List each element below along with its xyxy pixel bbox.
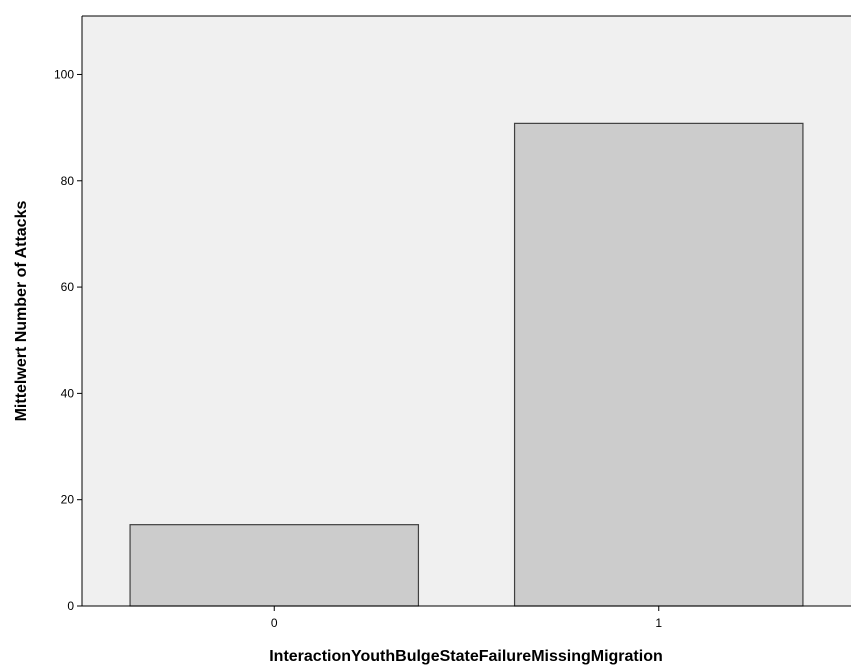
y-tick-label-60: 60 — [61, 280, 75, 294]
bar-0 — [129, 524, 420, 607]
y-tick-label-100: 100 — [54, 67, 74, 81]
y-tick-label-0: 0 — [67, 599, 74, 613]
y-axis-title: Mittelwert Number of Attacks — [13, 201, 30, 422]
y-tick-label-40: 40 — [61, 386, 75, 400]
axes-group — [81, 15, 851, 607]
x-axis-title: InteractionYouthBulgeStateFailureMissing… — [269, 648, 663, 665]
y-tick-label-20: 20 — [61, 493, 75, 507]
bars-group — [129, 122, 804, 607]
x-tick-label-0: 0 — [271, 616, 278, 630]
y-tick-label-80: 80 — [61, 174, 75, 188]
x-tick-label-1: 1 — [655, 616, 662, 630]
bar-1 — [513, 122, 804, 607]
